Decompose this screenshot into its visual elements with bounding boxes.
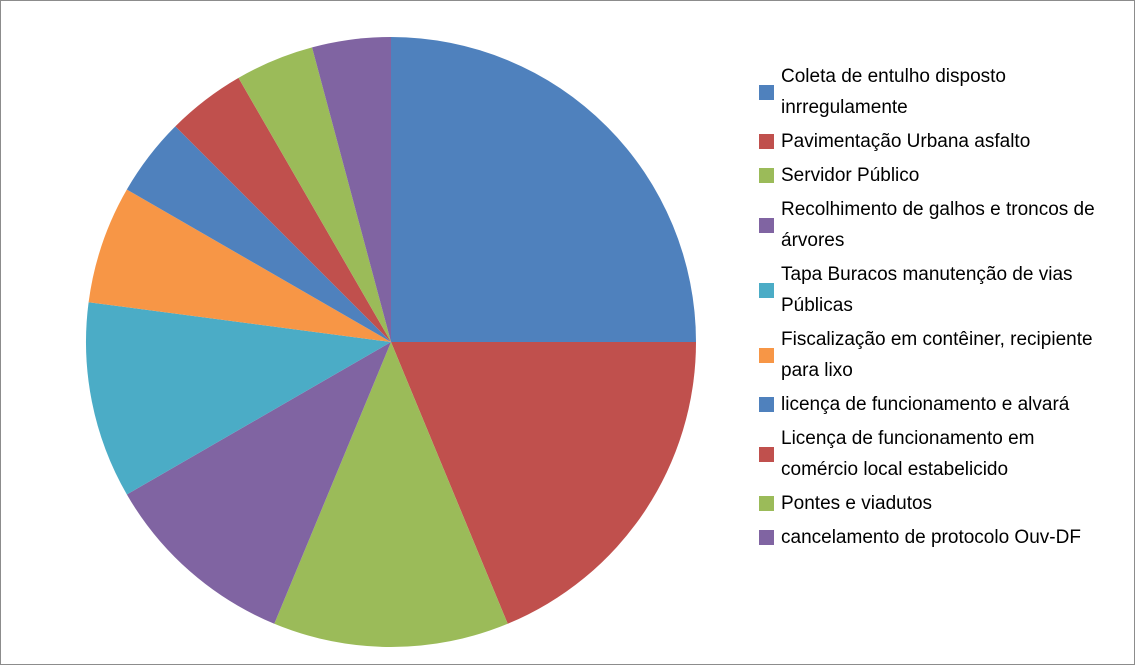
legend-swatch <box>759 530 774 545</box>
legend-swatch <box>759 496 774 511</box>
pie-slice <box>86 302 391 495</box>
legend-entry: Recolhimento de galhos e troncos de árvo… <box>759 194 1119 256</box>
legend-swatch <box>759 397 774 412</box>
pie-slice <box>126 342 392 624</box>
legend-entry: Pontes e viadutos <box>759 488 1119 519</box>
legend-entry: Licença de funcionamento em comércio loc… <box>759 423 1119 485</box>
legend-entry: Fiscalização em contêiner, recipiente pa… <box>759 324 1119 386</box>
legend-label: Pavimentação Urbana asfalto <box>781 131 1031 152</box>
legend-entry: Servidor Público <box>759 160 1119 191</box>
legend-label: Fiscalização em contêiner, recipiente pa… <box>781 329 1093 381</box>
pie-slice <box>126 126 392 342</box>
legend-label: Recolhimento de galhos e troncos de árvo… <box>781 199 1095 251</box>
pie-slice <box>88 189 391 342</box>
pie-slice <box>312 37 391 342</box>
pie-slice <box>175 77 391 343</box>
legend-swatch <box>759 168 774 183</box>
legend-swatch <box>759 217 774 233</box>
legend-label: Tapa Buracos manutenção de vias Públicas <box>781 264 1073 316</box>
legend-swatch <box>759 347 774 363</box>
pie <box>86 37 696 647</box>
pie-slice <box>274 342 508 647</box>
pie-slice <box>391 37 696 342</box>
legend-entry: Pavimentação Urbana asfalto <box>759 126 1119 157</box>
pie-slice <box>238 47 391 342</box>
legend-entry: Tapa Buracos manutenção de vias Públicas <box>759 259 1119 321</box>
legend-swatch <box>759 84 774 100</box>
legend-label: Licença de funcionamento em comércio loc… <box>781 428 1035 480</box>
legend-label: Servidor Público <box>781 165 920 186</box>
legend-swatch <box>759 134 774 149</box>
legend-label: Pontes e viadutos <box>781 493 933 514</box>
legend-entry: licença de funcionamento e alvará <box>759 389 1119 420</box>
legend-label: cancelamento de protocolo Ouv-DF <box>781 527 1081 548</box>
legend-entry: cancelamento de protocolo Ouv-DF <box>759 522 1119 553</box>
legend-swatch <box>759 446 774 462</box>
legend-label: Coleta de entulho disposto inrregulament… <box>781 66 1006 118</box>
legend-swatch <box>759 282 774 298</box>
legend-entry: Coleta de entulho disposto inrregulament… <box>759 61 1119 123</box>
legend: Coleta de entulho disposto inrregulament… <box>759 61 1119 556</box>
legend-label: licença de funcionamento e alvará <box>781 394 1070 415</box>
pie-slice <box>391 342 696 624</box>
